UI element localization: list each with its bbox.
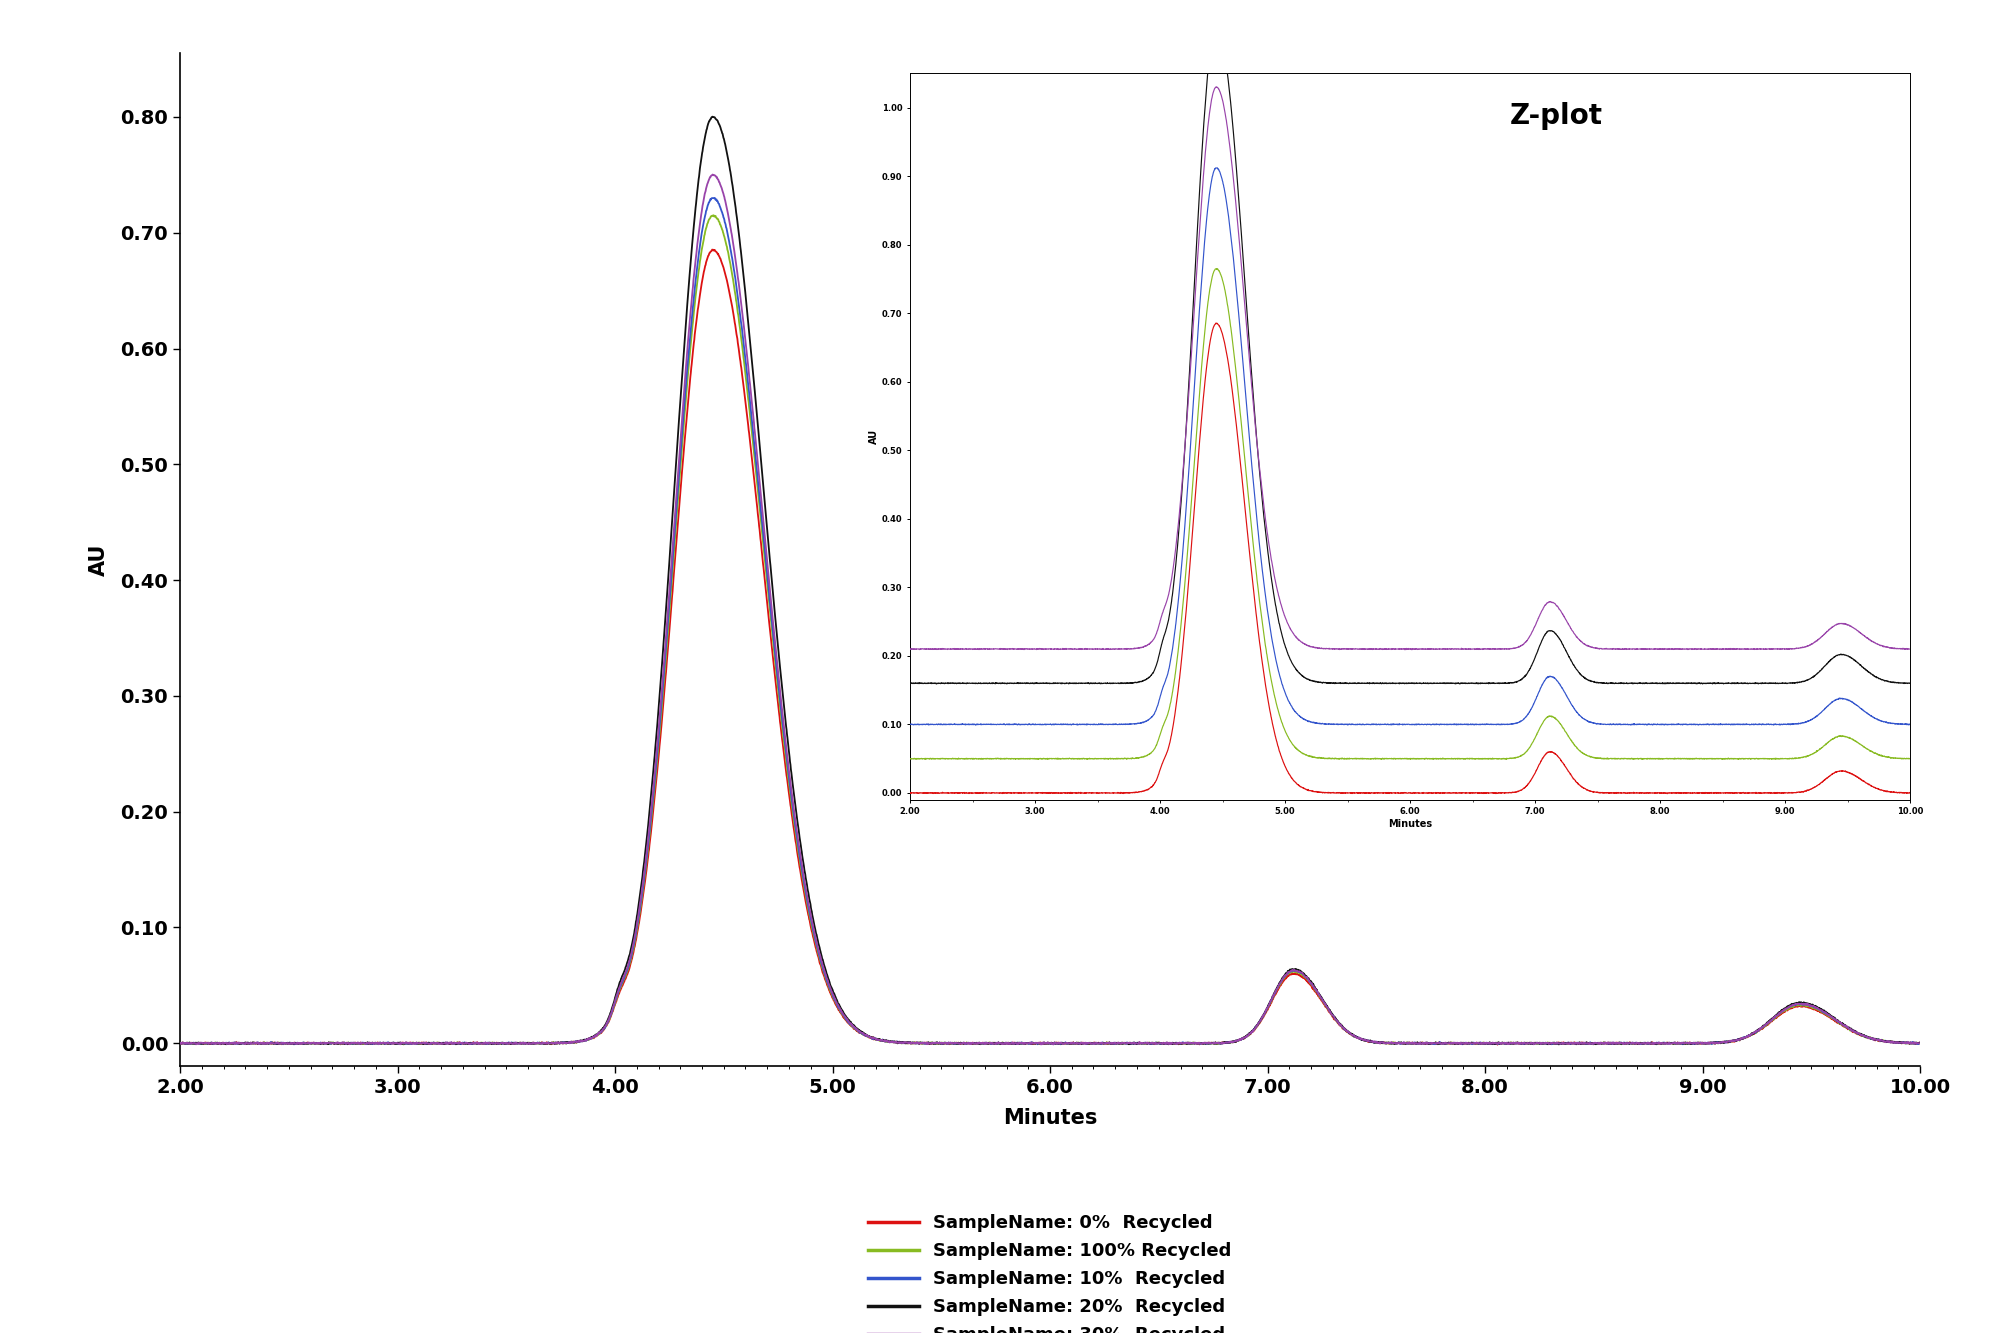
X-axis label: Minutes: Minutes [1002, 1108, 1098, 1128]
Y-axis label: AU: AU [868, 429, 878, 444]
Text: Z-plot: Z-plot [1510, 103, 1604, 131]
Legend: SampleName: 0%  Recycled, SampleName: 100% Recycled, SampleName: 10%  Recycled, : SampleName: 0% Recycled, SampleName: 100… [862, 1208, 1238, 1333]
Y-axis label: AU: AU [90, 544, 110, 576]
X-axis label: Minutes: Minutes [1388, 820, 1432, 829]
